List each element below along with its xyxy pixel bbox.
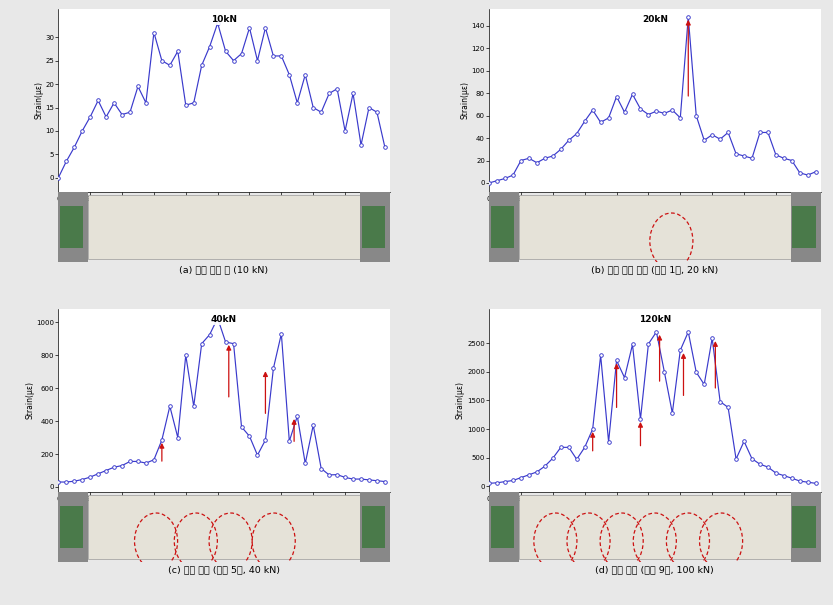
Bar: [58, 192, 88, 262]
Text: 120kN: 120kN: [639, 315, 671, 324]
Bar: [491, 206, 514, 248]
Text: 20kN: 20kN: [641, 15, 668, 24]
Bar: [60, 506, 83, 548]
Text: (d) 극한 상태 (균열 9개, 100 kN): (d) 극한 상태 (균열 9개, 100 kN): [596, 565, 714, 574]
Bar: [491, 506, 514, 548]
Bar: [362, 506, 385, 548]
Y-axis label: Strain(με): Strain(με): [25, 382, 34, 419]
Bar: [88, 495, 360, 559]
Text: (a) 균열 발생 전 (10 kN): (a) 균열 발생 전 (10 kN): [179, 265, 268, 274]
Text: 40kN: 40kN: [211, 315, 237, 324]
Bar: [489, 192, 519, 262]
Bar: [60, 206, 83, 248]
Bar: [489, 492, 519, 562]
Y-axis label: Strain(με): Strain(με): [461, 82, 469, 120]
Bar: [792, 206, 816, 248]
Bar: [792, 506, 816, 548]
Y-axis label: Strain(με): Strain(με): [456, 382, 465, 419]
Bar: [791, 492, 821, 562]
Text: 10kN: 10kN: [211, 15, 237, 24]
Text: (b) 최초 균열 발생 (균열 1개, 20 kN): (b) 최초 균열 발생 (균열 1개, 20 kN): [591, 265, 718, 274]
Bar: [58, 492, 88, 562]
Bar: [360, 492, 390, 562]
Bar: [362, 206, 385, 248]
Bar: [519, 195, 791, 259]
Bar: [791, 192, 821, 262]
Bar: [88, 195, 360, 259]
Bar: [519, 495, 791, 559]
Text: (c) 균열 확산 (균열 5개, 40 kN): (c) 균열 확산 (균열 5개, 40 kN): [168, 565, 280, 574]
Y-axis label: Strain(με): Strain(με): [34, 82, 43, 120]
Bar: [360, 192, 390, 262]
